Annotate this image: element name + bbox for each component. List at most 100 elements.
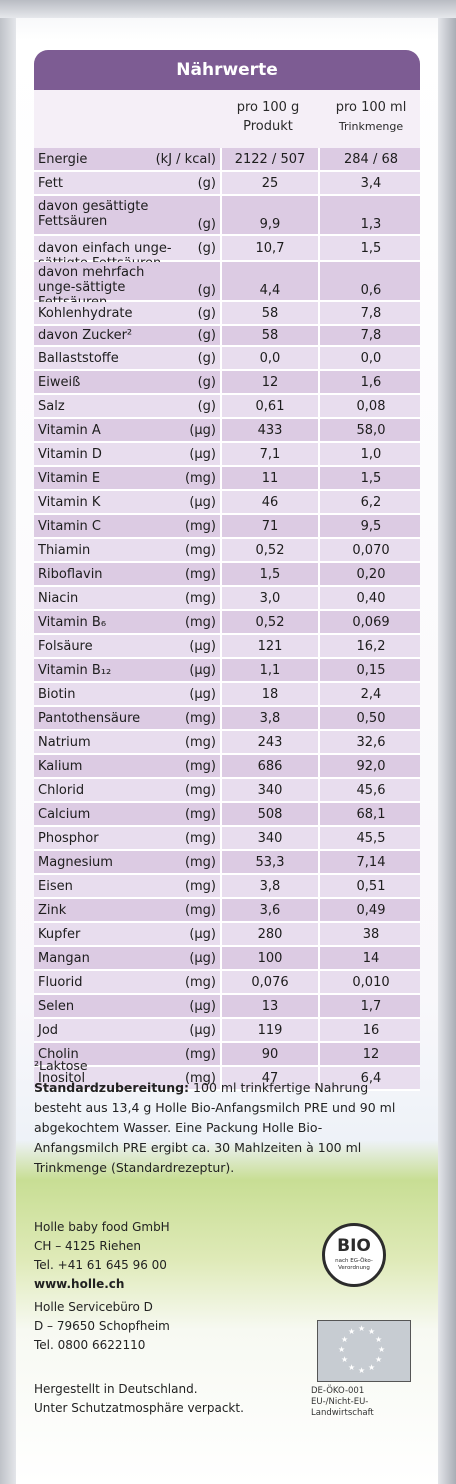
nutrient-name: Vitamin B₁₂ — [38, 662, 112, 678]
standard-preparation-label: Standardzubereitung: — [34, 1080, 190, 1095]
value-per-100g: 3,0 — [259, 590, 281, 606]
nutrient-unit: (mg) — [184, 614, 216, 630]
nutrient-name: Kohlenhydrate — [38, 305, 133, 321]
nutrient-unit: (g) — [197, 328, 216, 343]
value-per-100g: 58 — [261, 305, 279, 321]
column-divider — [220, 1067, 222, 1089]
table-row: Mangan (µg) 100 14 — [34, 947, 420, 971]
protective-atmosphere-text: Unter Schutzatmosphäre verpackt. — [34, 1401, 244, 1415]
column-divider — [220, 467, 222, 489]
value-per-100g: 7,1 — [259, 446, 281, 462]
value-per-100ml: 0,6 — [360, 283, 382, 298]
nutrient-name: Chlorid — [38, 782, 85, 798]
table-row: Calcium (mg) 508 68,1 — [34, 803, 420, 827]
footnote-lactose: ²Laktose — [34, 1058, 88, 1073]
table-row: Magnesium (mg) 53,3 7,14 — [34, 851, 420, 875]
nutrient-name: Magnesium — [38, 854, 113, 870]
nutrient-name: Niacin — [38, 590, 79, 606]
nutrient-unit: (µg) — [189, 686, 216, 702]
value-per-100ml: 284 / 68 — [344, 151, 398, 167]
value-per-100ml: 1,6 — [360, 374, 382, 390]
svg-text:★: ★ — [358, 1324, 365, 1333]
nutrient-unit: (mg) — [184, 830, 216, 846]
table-row: davon einfach unge-sättigte Fettsäuren(g… — [34, 236, 420, 271]
value-per-100ml: 6,2 — [360, 494, 382, 510]
column-divider — [220, 148, 222, 170]
value-per-100g: 0,0 — [259, 350, 281, 366]
value-per-100ml: 0,069 — [352, 614, 390, 630]
nutrient-name: Jod — [38, 1022, 59, 1038]
column-divider — [220, 347, 222, 369]
column-divider — [318, 731, 320, 753]
svg-text:★: ★ — [348, 1327, 355, 1336]
column-divider — [318, 236, 320, 260]
table-row: Vitamin C (mg) 71 9,5 — [34, 515, 420, 539]
value-per-100ml: 0,0 — [360, 350, 382, 366]
nutrient-name: Eisen — [38, 878, 73, 894]
column-divider — [220, 326, 222, 345]
table-row: Chlorid (mg) 340 45,6 — [34, 779, 420, 803]
value-per-100g: 119 — [257, 1022, 283, 1038]
svg-text:★: ★ — [358, 1366, 365, 1375]
value-per-100g: 686 — [257, 758, 283, 774]
nutrient-name: Vitamin A — [38, 422, 101, 438]
nutrient-unit: (mg) — [184, 470, 216, 486]
table-row: davon gesättigte Fettsäuren (g) 9,9 1,3 — [34, 196, 420, 236]
table-row: Kalium (mg) 686 92,0 — [34, 755, 420, 779]
nutrient-name: Natrium — [38, 734, 91, 750]
svg-text:★: ★ — [378, 1345, 385, 1354]
svg-text:★: ★ — [341, 1335, 348, 1344]
value-per-100ml: 14 — [362, 950, 380, 966]
column-divider — [220, 683, 222, 705]
column-divider — [220, 851, 222, 873]
column-divider — [220, 971, 222, 993]
bio-seal-logo: BIO nach EG-Öko-Verordnung — [322, 1223, 386, 1287]
column-divider — [318, 659, 320, 681]
value-per-100g: 340 — [257, 830, 283, 846]
column-divider — [220, 395, 222, 417]
value-per-100ml: 38 — [362, 926, 380, 942]
column-divider — [220, 236, 222, 260]
box-right-edge — [438, 18, 456, 1484]
value-per-100g: 53,3 — [255, 854, 285, 870]
nutrient-name: Zink — [38, 902, 67, 918]
column-divider — [220, 803, 222, 825]
nutrient-unit: (µg) — [189, 998, 216, 1014]
table-row: Vitamin B₁₂ (µg) 1,1 0,15 — [34, 659, 420, 683]
service-name: Holle Servicebüro D — [34, 1300, 153, 1314]
nutrient-name: Thiamin — [38, 542, 91, 558]
nutrient-unit: (g) — [197, 374, 216, 390]
column-divider — [220, 755, 222, 777]
table-row: Zink (mg) 3,6 0,49 — [34, 899, 420, 923]
nutrient-unit: (µg) — [189, 446, 216, 462]
value-per-100g: 25 — [261, 175, 279, 191]
column-divider — [220, 875, 222, 897]
value-per-100ml: 6,4 — [360, 1070, 382, 1086]
column-divider — [318, 371, 320, 393]
company-name: Holle baby food GmbH — [34, 1220, 170, 1234]
table-row: Eiweiß (g) 12 1,6 — [34, 371, 420, 395]
value-per-100g: 10,7 — [255, 240, 285, 256]
company-phone: Tel. +41 61 645 96 00 — [34, 1258, 167, 1272]
table-row: Thiamin (mg) 0,52 0,070 — [34, 539, 420, 563]
nutrient-name: Riboflavin — [38, 566, 103, 582]
value-per-100g: 71 — [261, 518, 279, 534]
value-per-100g: 9,9 — [259, 217, 281, 232]
svg-text:★: ★ — [341, 1355, 348, 1364]
value-per-100ml: 0,50 — [356, 710, 386, 726]
column-divider — [318, 899, 320, 921]
nutrient-name: Phosphor — [38, 830, 99, 846]
column-divider — [220, 659, 222, 681]
value-per-100ml: 0,08 — [356, 398, 386, 414]
nutrient-name: Ballaststoffe — [38, 350, 119, 366]
made-in-germany-text: Hergestellt in Deutschland. — [34, 1382, 198, 1396]
table-row: Eisen (mg) 3,8 0,51 — [34, 875, 420, 899]
value-per-100ml: 0,40 — [356, 590, 386, 606]
nutrient-name: Fluorid — [38, 974, 83, 990]
column-divider — [318, 443, 320, 465]
value-per-100ml: 7,14 — [356, 854, 386, 870]
value-per-100g: 13 — [261, 998, 279, 1014]
nutrient-unit: (mg) — [184, 974, 216, 990]
nutrient-name: davon gesättigte Fettsäuren — [38, 199, 149, 229]
